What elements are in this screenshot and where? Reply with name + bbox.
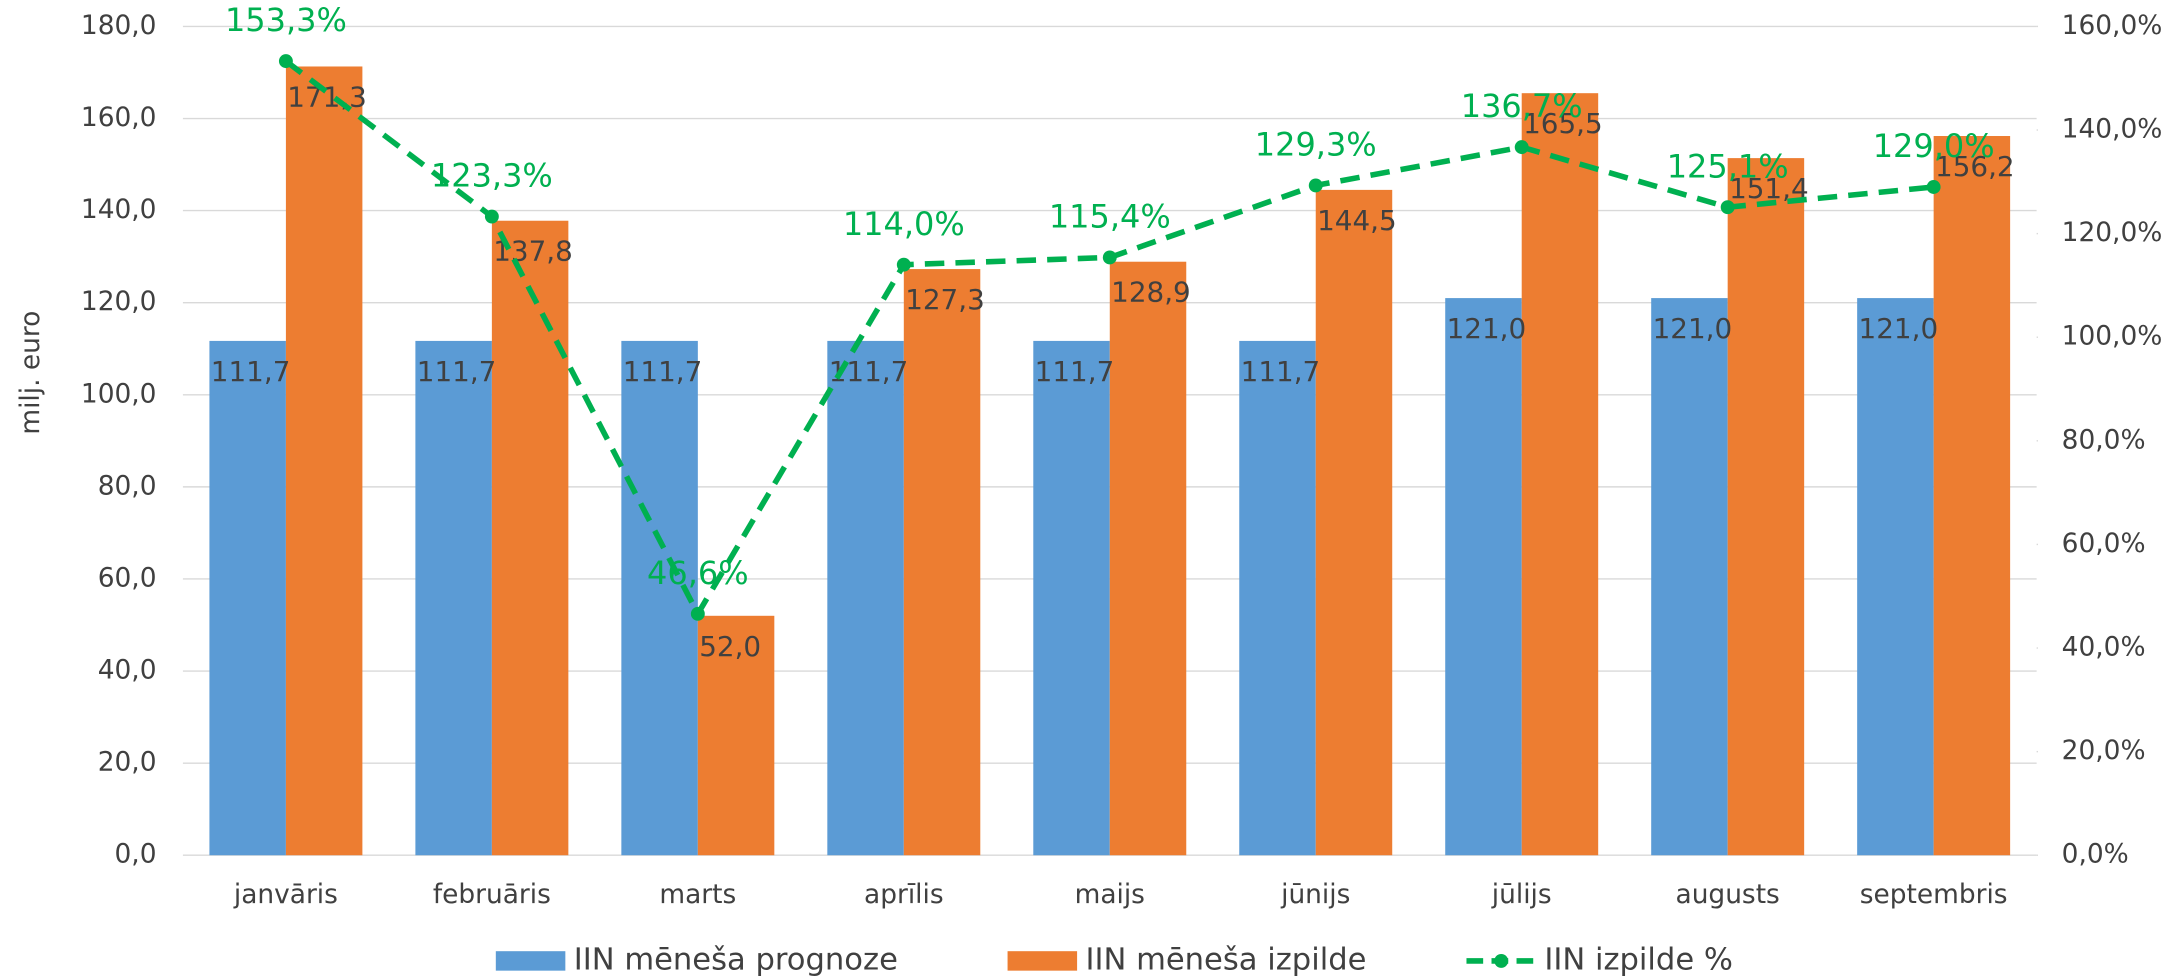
y-tick-label: 180,0 bbox=[81, 10, 157, 41]
percent-label: 123,3% bbox=[431, 157, 553, 195]
y2-tick-label: 60,0% bbox=[2062, 528, 2146, 559]
x-tick-label: marts bbox=[659, 879, 736, 910]
value-label: 128,9 bbox=[1111, 276, 1191, 309]
y2-tick-label: 140,0% bbox=[2062, 114, 2163, 145]
line-marker bbox=[896, 257, 911, 272]
percent-label: 114,0% bbox=[843, 205, 965, 243]
percent-label: 129,3% bbox=[1255, 126, 1377, 164]
y2-tick-label: 120,0% bbox=[2062, 217, 2163, 248]
line-marker bbox=[1720, 200, 1735, 215]
line-marker bbox=[690, 606, 705, 621]
percent-label: 46,6% bbox=[647, 554, 749, 592]
x-tick-label: februāris bbox=[433, 879, 551, 910]
value-label: 121,0 bbox=[1859, 312, 1939, 345]
legend-swatch bbox=[1007, 951, 1078, 971]
x-tick-label: jūnijs bbox=[1280, 879, 1350, 910]
line-marker bbox=[1926, 180, 1941, 194]
bar bbox=[1727, 158, 1805, 856]
y-tick-label: 160,0 bbox=[81, 102, 157, 133]
y-tick-label: 0,0 bbox=[115, 839, 157, 870]
bar bbox=[1109, 261, 1187, 856]
value-label: 111,7 bbox=[1241, 355, 1321, 388]
y-axis-title: milj. euro bbox=[15, 311, 46, 435]
legend-swatch bbox=[495, 951, 566, 971]
legend-label: IIN mēneša prognoze bbox=[574, 942, 898, 977]
percent-label: 129,0% bbox=[1873, 127, 1995, 165]
bar bbox=[209, 340, 286, 856]
percent-label: 125,1% bbox=[1667, 147, 1789, 185]
line-marker bbox=[278, 54, 293, 69]
line-marker bbox=[1102, 250, 1117, 265]
line-marker bbox=[1514, 140, 1529, 155]
x-tick-label: augusts bbox=[1676, 879, 1780, 910]
y2-tick-label: 80,0% bbox=[2062, 424, 2146, 455]
y2-tick-label: 40,0% bbox=[2062, 632, 2146, 663]
bar bbox=[415, 340, 492, 856]
y2-tick-label: 20,0% bbox=[2062, 735, 2146, 766]
x-tick-label: septembris bbox=[1860, 879, 2008, 910]
y-tick-label: 20,0 bbox=[98, 747, 157, 778]
value-label: 111,7 bbox=[417, 355, 497, 388]
legend-label: IIN mēneša izpilde bbox=[1085, 942, 1366, 977]
value-label: 144,5 bbox=[1317, 204, 1397, 237]
value-label: 171,3 bbox=[287, 80, 367, 113]
bar bbox=[1651, 298, 1728, 856]
percent-label: 115,4% bbox=[1049, 198, 1171, 236]
value-label: 111,7 bbox=[211, 355, 291, 388]
bar bbox=[1933, 136, 2011, 856]
line-marker bbox=[484, 209, 499, 224]
y-tick-label: 60,0 bbox=[98, 562, 157, 593]
x-tick-label: janvāris bbox=[233, 879, 338, 910]
x-tick-label: aprīlis bbox=[864, 879, 944, 910]
value-label: 165,5 bbox=[1523, 107, 1603, 140]
value-label: 111,7 bbox=[623, 355, 703, 388]
value-label: 127,3 bbox=[905, 283, 985, 316]
bar bbox=[903, 269, 981, 856]
percent-label: 153,3% bbox=[225, 1, 347, 39]
value-label: 121,0 bbox=[1653, 312, 1733, 345]
bar bbox=[1239, 340, 1316, 856]
bar bbox=[1857, 298, 1934, 856]
bar bbox=[285, 66, 363, 856]
x-tick-label: maijs bbox=[1075, 879, 1145, 910]
y-tick-label: 80,0 bbox=[98, 470, 157, 501]
legend-marker bbox=[1494, 953, 1509, 968]
y-tick-label: 40,0 bbox=[98, 655, 157, 686]
y-tick-label: 120,0 bbox=[81, 286, 157, 317]
line-marker bbox=[1308, 178, 1323, 193]
y-tick-label: 140,0 bbox=[81, 194, 157, 225]
value-label: 121,0 bbox=[1447, 312, 1527, 345]
bar bbox=[1315, 189, 1393, 856]
value-label: 156,2 bbox=[1935, 150, 2015, 183]
bar bbox=[1033, 340, 1110, 856]
bar bbox=[621, 340, 698, 856]
y2-tick-label: 160,0% bbox=[2062, 10, 2163, 41]
bar bbox=[697, 615, 775, 856]
x-tick-label: jūlijs bbox=[1491, 879, 1552, 910]
percent-label: 136,7% bbox=[1461, 87, 1583, 125]
y-tick-label: 100,0 bbox=[81, 378, 157, 409]
value-label: 111,7 bbox=[1035, 355, 1115, 388]
bar bbox=[491, 220, 569, 856]
value-label: 52,0 bbox=[699, 630, 761, 663]
y2-tick-label: 0,0% bbox=[2062, 839, 2129, 870]
bar bbox=[1521, 93, 1599, 856]
bar bbox=[1445, 298, 1522, 856]
bar bbox=[827, 340, 904, 856]
legend-label: IIN izpilde % bbox=[1544, 942, 1733, 977]
y2-tick-label: 100,0% bbox=[2062, 321, 2163, 352]
